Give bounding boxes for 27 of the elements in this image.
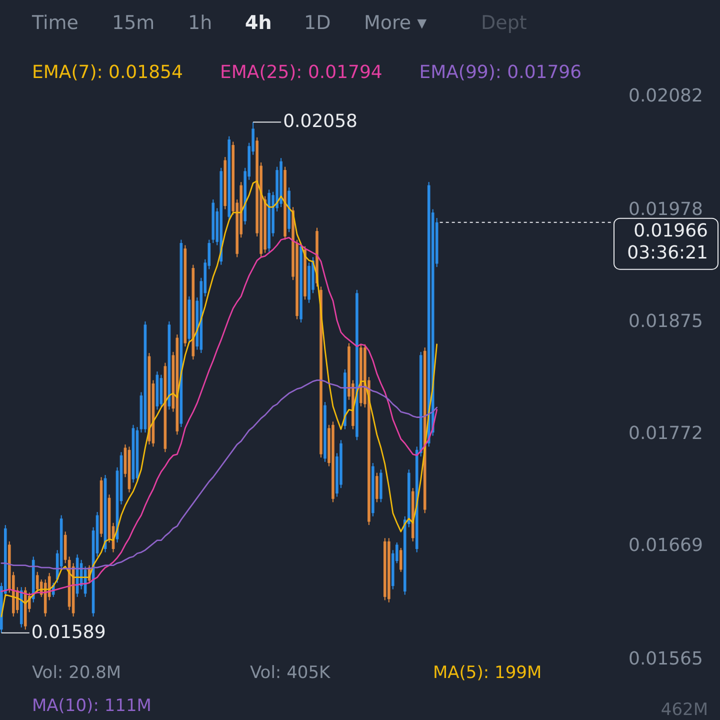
text: Vol: 20.8M [32, 663, 122, 683]
y-tick-label: 0.02082 [628, 86, 703, 106]
candlestick [376, 472, 378, 503]
text: 15m [112, 12, 155, 34]
text: MA(5): 199M [433, 663, 542, 683]
text: 462M [660, 700, 708, 720]
candlestick [399, 547, 402, 572]
candlestick [36, 571, 39, 594]
y-tick-label: 0.01978 [628, 198, 703, 220]
text: More ▾ [364, 12, 428, 34]
annotation: 0.02058 [283, 111, 358, 132]
text: Time [31, 12, 78, 34]
text: 1h [188, 12, 212, 34]
ref-line-label: 0.01966 03:36:21 [627, 220, 708, 264]
y-tick-label: 0.01875 [628, 310, 703, 332]
text: EMA(25): 0.01794 [220, 62, 382, 83]
annotation: 0.01589 [31, 622, 106, 643]
text: 1D [304, 12, 331, 34]
text: MA(10): 111M [32, 696, 152, 716]
text: EMA(7): 0.01854 [32, 62, 183, 83]
text: 4h [245, 12, 272, 34]
text: Vol: 405K [250, 663, 332, 683]
line-series [0, 180, 438, 618]
text: EMA(99): 0.01796 [419, 62, 582, 83]
y-tick-label: 0.01669 [628, 535, 703, 556]
y-tick-label: 0.01772 [628, 423, 703, 444]
y-tick-label: 0.01565 [628, 648, 703, 670]
